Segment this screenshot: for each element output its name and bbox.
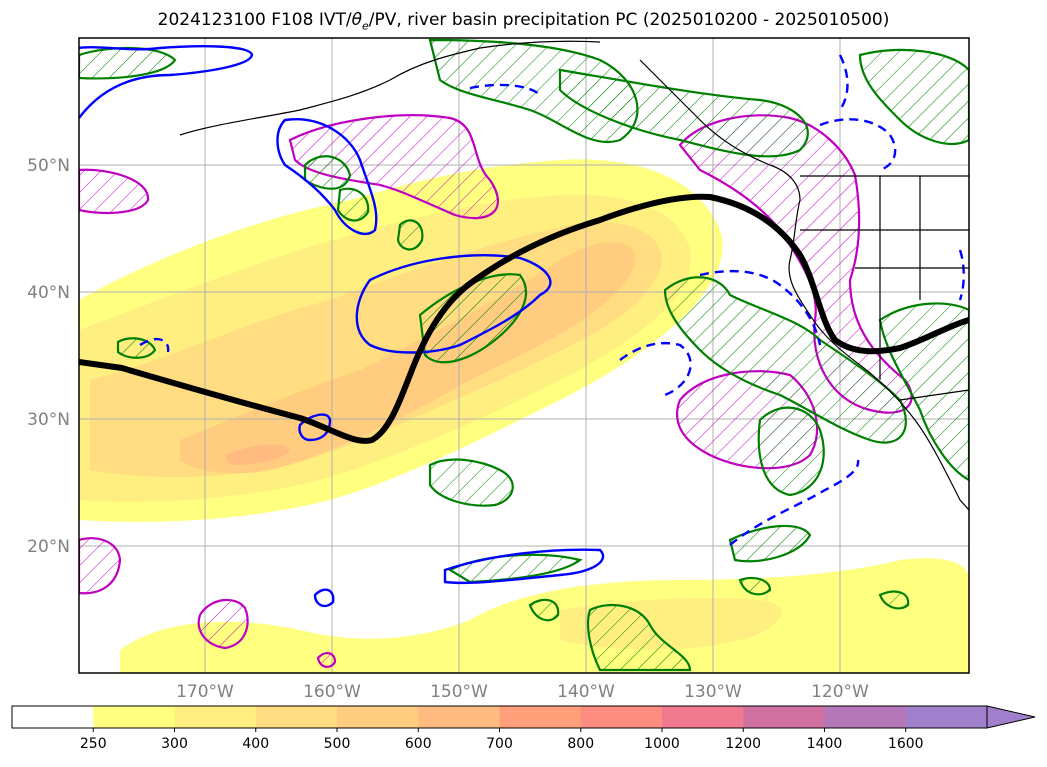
pv-dashed-ne <box>838 54 849 111</box>
precip-region-south <box>197 598 249 650</box>
coast-bc <box>639 59 969 511</box>
jet-axis-line <box>79 193 969 444</box>
theta-region-gulf3 <box>396 219 424 251</box>
pv-dashed-e2 <box>619 341 692 397</box>
colorbar-cell <box>905 706 988 728</box>
lon-labels: 170°W 160°W 150°W 140°W 130°W 120°W <box>176 682 869 702</box>
theta-region-s4 <box>738 576 772 596</box>
colorbar-tick-label: 300 <box>161 736 188 752</box>
border-mexico <box>899 389 969 401</box>
colorbar-tick-label: 700 <box>486 736 513 752</box>
colorbar-tick-label: 1200 <box>725 736 761 752</box>
lat-label-50: 50°N <box>27 156 70 176</box>
pv-solid-mid <box>355 254 552 354</box>
lat-labels: 50°N 40°N 30°N 20°N <box>27 156 70 557</box>
lon-label-140w: 140°W <box>557 682 615 702</box>
theta-region-gulf1 <box>303 155 352 190</box>
colorbar-cell <box>499 706 582 728</box>
colorbar-tick-label: 1000 <box>644 736 680 752</box>
lon-label-120w: 120°W <box>811 682 869 702</box>
colorbar-cell <box>174 706 257 728</box>
pv-solid-nw <box>79 45 254 119</box>
pv-solid-hi-small <box>313 588 335 608</box>
lat-label-20: 20°N <box>27 537 70 557</box>
lat-label-40: 40°N <box>27 283 70 303</box>
map-frame <box>78 37 970 674</box>
pv-dashed-n <box>469 83 541 96</box>
colorbar-cells <box>12 706 988 728</box>
coast-alaska <box>179 40 601 136</box>
colorbar-tick-label: 1400 <box>807 736 843 752</box>
colorbar-tick-label: 600 <box>405 736 432 752</box>
colorbar-tick-label: 500 <box>324 736 351 752</box>
theta-region-s2 <box>586 603 692 672</box>
colorbar-cell <box>824 706 907 728</box>
theta-region-north <box>858 48 969 145</box>
colorbar-cell <box>418 706 500 728</box>
ivt-band-600 <box>225 444 290 466</box>
colorbar-cell <box>255 706 338 728</box>
pv-dashed-e1 <box>699 269 822 346</box>
colorbar-labels: 250 300 400 500 600 700 800 1000 1200 1400 1600 <box>80 728 924 752</box>
precip-region-south-small <box>316 652 337 668</box>
pv-dashed-e5 <box>958 249 965 301</box>
colorbar-tick-label: 1600 <box>888 736 924 752</box>
colorbar-cell <box>12 706 94 728</box>
colorbar-cell <box>580 706 663 728</box>
theta-region-w <box>116 337 157 359</box>
theta-region-sw-coast <box>757 406 825 497</box>
lon-label-160w: 160°W <box>303 682 361 702</box>
theta-region-s5 <box>878 590 910 610</box>
pv-solid-gulf <box>276 118 378 236</box>
colorbar-cell <box>93 706 175 728</box>
colorbar-extend-arrow <box>986 705 1036 729</box>
precip-region-southwest <box>79 537 122 595</box>
theta-region-mid2 <box>428 458 514 507</box>
pv-solid-hi <box>443 548 605 585</box>
lat-label-30: 30°N <box>27 410 70 430</box>
colorbar-cell <box>662 706 744 728</box>
lon-label-170w: 170°W <box>176 682 234 702</box>
colorbar-tick-label: 800 <box>567 736 594 752</box>
pv-contours <box>79 45 965 608</box>
precip-region-west <box>79 168 150 215</box>
pv-dashed-e4 <box>729 459 860 546</box>
theta-region-gulf2 <box>336 187 370 222</box>
pv-dashed-e3 <box>819 118 897 172</box>
pv-solid-small <box>298 413 332 442</box>
theta-region-s1 <box>528 598 560 622</box>
colorbar-tick-label: 250 <box>80 736 107 752</box>
map-title: 2024123100 F108 IVT/θe/PV, river basin p… <box>157 10 890 33</box>
colorbar-cell <box>337 706 419 728</box>
lon-label-150w: 150°W <box>430 682 488 702</box>
colorbar-tick-label: 400 <box>242 736 269 752</box>
colorbar-cell <box>743 706 825 728</box>
theta-region-coast <box>663 276 907 444</box>
coastline <box>179 40 969 511</box>
colorbar: 250 300 400 500 600 700 800 1000 1200 1400 1600 <box>11 705 1036 752</box>
lon-label-130w: 130°W <box>684 682 742 702</box>
theta-region-bc <box>558 68 809 158</box>
pv-dashed-w <box>139 337 170 353</box>
map-panel <box>79 38 969 673</box>
theta-region-s3 <box>728 524 812 563</box>
